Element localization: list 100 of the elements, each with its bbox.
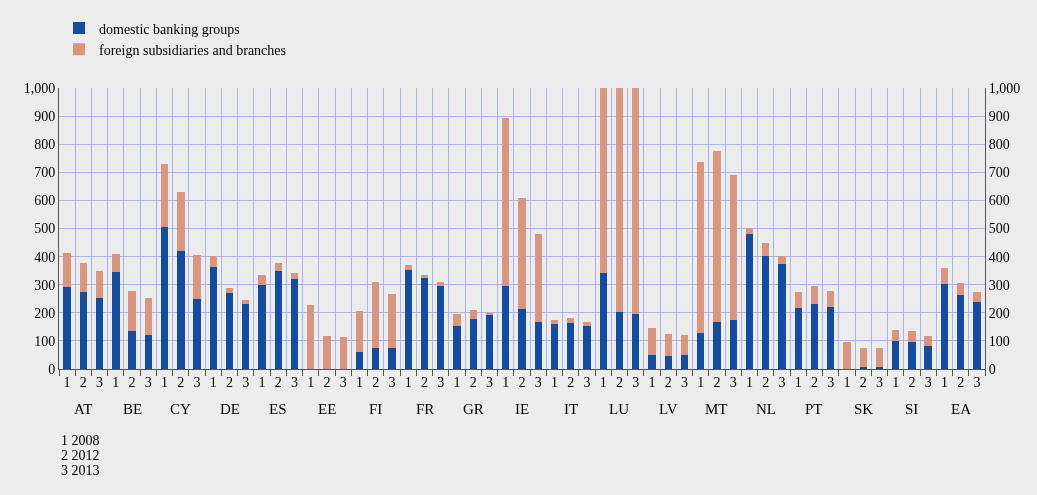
bar xyxy=(745,233,754,369)
y-tick-label: 700 xyxy=(34,165,56,181)
y2-tick-label: 0 xyxy=(988,361,996,377)
bar xyxy=(193,299,201,369)
text: 2 2012 xyxy=(61,448,100,463)
bar xyxy=(502,117,510,286)
y-tick-label: 1,000 xyxy=(23,80,56,96)
bar xyxy=(810,285,819,305)
x-tick-label: 2 xyxy=(274,374,282,390)
bar xyxy=(355,351,364,369)
x-tick-label: 2 xyxy=(128,374,136,390)
x-tick-label: 2 xyxy=(713,374,721,390)
text: LU xyxy=(609,401,630,417)
x-tick-label: 3 xyxy=(778,374,786,390)
x-tick-label: 1 xyxy=(843,374,851,390)
x-tick-label: 2 xyxy=(226,374,234,390)
x-tick-label: 1 xyxy=(453,374,461,390)
x-tick-label: 2 xyxy=(908,374,916,390)
bar xyxy=(599,273,607,369)
x-tick-label: 1 xyxy=(112,374,120,390)
x-tick-label: 1 xyxy=(307,374,315,390)
bar xyxy=(242,303,250,369)
y2-tick-label: 200 xyxy=(988,305,1010,321)
bar xyxy=(209,267,217,369)
bar xyxy=(339,337,347,369)
bar xyxy=(95,271,104,299)
x-tick-label: 1 xyxy=(697,374,705,390)
bar xyxy=(469,318,477,369)
bar xyxy=(729,320,737,369)
x-tick-label: 2 xyxy=(615,374,623,390)
x-tick-label: 1 xyxy=(599,374,607,390)
bar xyxy=(534,233,542,322)
bar xyxy=(973,301,981,369)
x-tick-label: 3 xyxy=(339,374,347,390)
y2-tick-label: 800 xyxy=(988,137,1010,153)
bar xyxy=(63,252,71,287)
bar xyxy=(794,291,802,308)
bar xyxy=(859,347,867,368)
text: 1 2008 xyxy=(61,433,100,448)
bar xyxy=(225,288,234,294)
bar xyxy=(778,264,786,369)
x-tick-label: 2 xyxy=(859,374,867,390)
bar xyxy=(810,304,819,369)
x-tick-label: 2 xyxy=(79,374,87,390)
x-tick-label: 2 xyxy=(664,374,672,390)
bar xyxy=(437,282,445,286)
bar xyxy=(79,262,88,292)
x-tick-label: 1 xyxy=(794,374,802,390)
bar xyxy=(940,283,949,369)
bar xyxy=(567,322,575,369)
bar xyxy=(177,251,185,369)
x-tick-label: 3 xyxy=(193,374,201,390)
bar xyxy=(420,275,429,279)
text: IT xyxy=(564,401,579,417)
bar xyxy=(891,329,900,341)
legend-label: domestic banking groups xyxy=(99,21,240,37)
bar xyxy=(225,293,234,369)
bar xyxy=(404,265,412,270)
x-tick-label: 3 xyxy=(534,374,542,390)
bar xyxy=(160,227,169,369)
bar xyxy=(404,269,412,369)
bar xyxy=(242,300,250,304)
bar xyxy=(95,298,104,369)
x-tick-label: 1 xyxy=(258,374,266,390)
bar xyxy=(843,342,851,369)
bar xyxy=(956,294,965,369)
x-tick-label: 3 xyxy=(437,374,445,390)
bar xyxy=(193,254,201,300)
bar xyxy=(112,254,120,273)
x-tick-label: 2 xyxy=(323,374,331,390)
bar xyxy=(778,256,786,265)
text: DE xyxy=(220,401,240,417)
bar xyxy=(632,313,640,369)
y2-tick-label: 100 xyxy=(988,333,1010,349)
bar xyxy=(274,271,282,369)
bar xyxy=(144,334,153,369)
text: FR xyxy=(416,401,435,417)
x-tick-label: 1 xyxy=(648,374,656,390)
x-tick-label: 3 xyxy=(242,374,250,390)
y2-tick-label: 900 xyxy=(988,109,1010,124)
bar xyxy=(518,309,526,369)
bar xyxy=(307,305,315,369)
text: CY xyxy=(170,401,191,417)
bar xyxy=(973,291,981,302)
text: GR xyxy=(463,401,484,417)
bar xyxy=(290,273,299,280)
bar xyxy=(648,355,656,369)
bar xyxy=(567,317,575,323)
y-tick-label: 0 xyxy=(48,361,56,377)
bar xyxy=(827,291,835,308)
bar xyxy=(388,293,396,348)
bar xyxy=(664,334,672,357)
x-tick-label: 3 xyxy=(96,374,104,390)
bar xyxy=(290,279,299,369)
bar xyxy=(599,88,607,274)
bar xyxy=(875,347,884,368)
bar xyxy=(697,161,705,333)
y-tick-label: 800 xyxy=(34,137,56,153)
x-tick-label: 2 xyxy=(421,374,429,390)
x-tick-label: 2 xyxy=(567,374,575,390)
